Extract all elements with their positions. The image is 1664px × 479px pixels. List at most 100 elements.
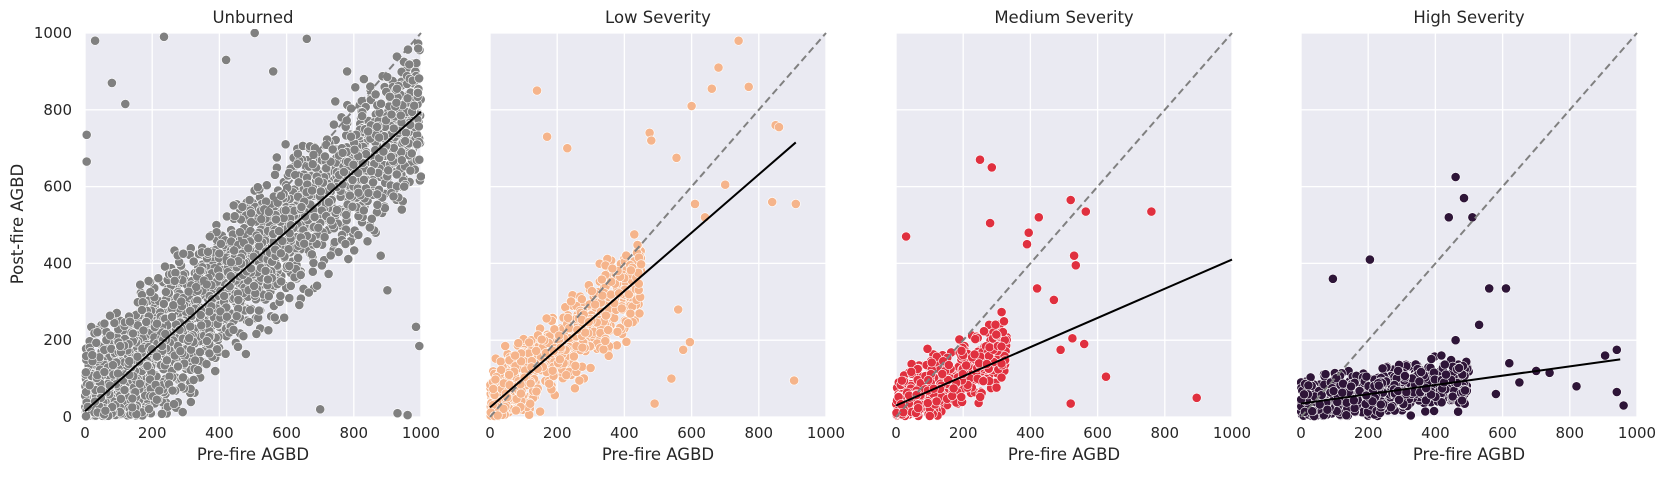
scatter-point xyxy=(1460,385,1470,396)
scatter-point xyxy=(344,190,355,201)
regression-line xyxy=(84,110,422,412)
scatter-point xyxy=(525,378,536,389)
scatter-point xyxy=(228,324,239,335)
scatter-point xyxy=(299,238,310,249)
scatter-point xyxy=(159,31,169,42)
scatter-point xyxy=(338,166,349,177)
regression-line xyxy=(1300,358,1621,405)
scatter-point xyxy=(984,342,995,353)
scatter-point xyxy=(789,375,799,386)
scatter-point xyxy=(1032,283,1042,294)
scatter-point xyxy=(327,144,338,155)
scatter-point xyxy=(113,368,123,379)
scatter-point xyxy=(1611,344,1622,355)
scatter-point xyxy=(296,202,307,212)
scatter-point xyxy=(544,378,555,389)
x-tick-label: 400 xyxy=(1016,424,1045,442)
scatter-point xyxy=(1618,400,1629,411)
x-tick-label: 800 xyxy=(744,424,773,442)
scatter-point xyxy=(1365,254,1375,265)
scatter-point xyxy=(249,281,259,291)
scatter-point xyxy=(195,310,206,320)
scatter-point xyxy=(1436,397,1447,408)
y-tick-label: 600 xyxy=(43,178,72,196)
scatter-point xyxy=(396,204,407,215)
scatter-point xyxy=(629,229,640,240)
scatter-point xyxy=(1447,391,1458,402)
scatter-point xyxy=(555,354,565,365)
panel-title: Medium Severity xyxy=(994,8,1134,27)
scatter-point xyxy=(254,305,264,316)
scatter-point xyxy=(1491,389,1501,399)
scatter-point xyxy=(570,360,581,371)
scatter-point xyxy=(1611,387,1622,397)
scatter-point xyxy=(636,259,646,270)
scatter-point xyxy=(316,260,327,271)
scatter-point xyxy=(414,341,425,351)
scatter-point xyxy=(790,198,801,209)
scatter-point xyxy=(325,250,336,261)
scatter-point xyxy=(178,372,188,383)
scatter-point xyxy=(1341,410,1352,421)
scatter-point xyxy=(1393,365,1403,376)
scatter-point xyxy=(412,139,423,150)
scatter-point xyxy=(220,348,231,359)
scatter-point xyxy=(1457,395,1467,406)
scatter-point xyxy=(237,201,248,212)
scatter-point xyxy=(195,347,205,357)
scatter-point xyxy=(269,312,280,323)
scatter-point xyxy=(516,356,527,367)
scatter-point xyxy=(201,336,212,346)
scatter-point xyxy=(270,169,280,180)
scatter-point xyxy=(212,344,222,355)
identity-line xyxy=(489,32,827,418)
scatter-point xyxy=(294,300,305,310)
scatter-point xyxy=(625,308,636,319)
scatter-point xyxy=(219,290,230,301)
scatter-point xyxy=(931,396,942,407)
scatter-point xyxy=(607,263,618,274)
scatter-point xyxy=(105,330,116,341)
scatter-point xyxy=(975,154,985,165)
scatter-point xyxy=(388,123,399,134)
scatter-point xyxy=(363,126,373,137)
scatter-point xyxy=(173,361,183,372)
scatter-point xyxy=(948,383,959,394)
scatter-point xyxy=(309,212,320,222)
scatter-point xyxy=(996,372,1007,383)
identity-line xyxy=(895,32,1233,418)
scatter-point xyxy=(587,286,597,296)
scatter-point xyxy=(203,246,213,257)
scatter-point xyxy=(542,131,552,142)
x-tick-label: 600 xyxy=(677,424,706,442)
scatter-point xyxy=(1101,371,1111,382)
scatter-point xyxy=(342,66,352,77)
scatter-point xyxy=(262,274,273,285)
scatter-point xyxy=(143,275,154,286)
scatter-point xyxy=(1400,370,1410,381)
scatter-point xyxy=(231,311,242,322)
scatter-point xyxy=(388,191,399,202)
scatter-point xyxy=(263,325,274,336)
scatter-point xyxy=(563,312,573,323)
scatter-point xyxy=(275,248,286,259)
scatter-point xyxy=(214,248,225,259)
scatter-point xyxy=(956,345,967,356)
scatter-point xyxy=(391,97,402,108)
scatter-point xyxy=(399,181,410,192)
scatter-point xyxy=(177,407,188,417)
scatter-point xyxy=(214,271,225,282)
scatter-point xyxy=(492,410,503,421)
scatter-point xyxy=(176,296,187,307)
scatter-point xyxy=(284,293,295,303)
scatter-point xyxy=(1033,212,1044,223)
scatter-point xyxy=(706,83,717,94)
scatter-point xyxy=(196,320,207,331)
scatter-point xyxy=(168,300,179,311)
scatter-point xyxy=(598,344,609,355)
scatter-point xyxy=(990,319,1001,330)
scatter-point xyxy=(382,285,393,296)
x-tick-label: 600 xyxy=(272,424,301,442)
scatter-point xyxy=(1414,376,1425,387)
